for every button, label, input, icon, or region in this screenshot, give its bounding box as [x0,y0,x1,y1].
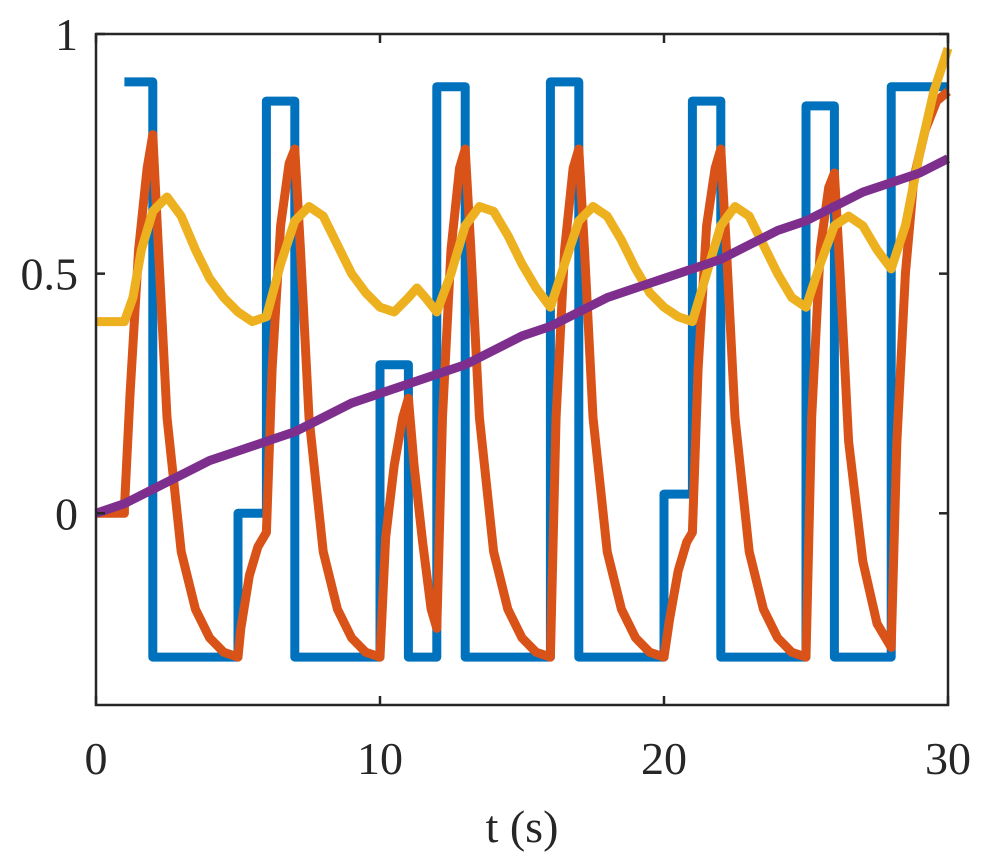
series-line-3 [96,46,953,327]
series-line-2 [96,88,951,662]
y-tick-label: 1 [55,9,78,60]
axes [94,32,950,707]
x-axis-label: t (s) [486,801,559,852]
axes-box [94,32,950,707]
x-tick-label: 30 [925,733,971,784]
ticks [94,32,950,705]
plot-area [94,46,953,662]
tick-labels: 0 10 20 30 0 0.5 1 [21,9,972,784]
series-line-4 [94,154,951,518]
x-tick-label: 0 [85,733,108,784]
x-tick-label: 10 [357,733,403,784]
y-tick-label: 0.5 [21,249,79,300]
y-tick-label: 0 [55,488,78,539]
x-tick-label: 20 [641,733,687,784]
